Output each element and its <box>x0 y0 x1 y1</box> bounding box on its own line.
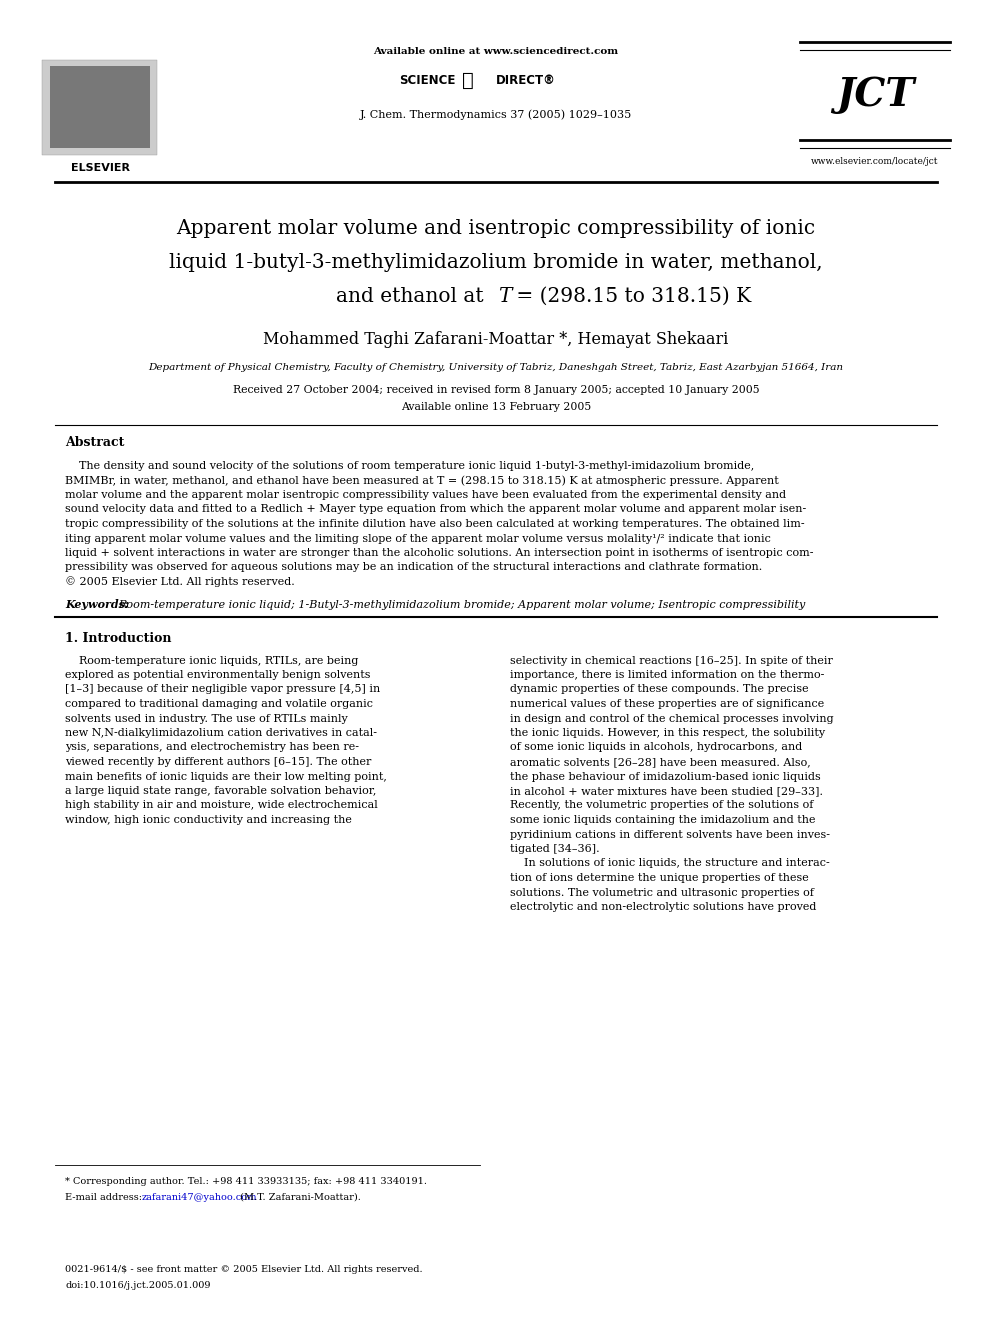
Text: high stability in air and moisture, wide electrochemical: high stability in air and moisture, wide… <box>65 800 378 811</box>
Text: dynamic properties of these compounds. The precise: dynamic properties of these compounds. T… <box>510 684 808 695</box>
Text: molar volume and the apparent molar isentropic compressibility values have been : molar volume and the apparent molar isen… <box>65 490 786 500</box>
Text: solutions. The volumetric and ultrasonic properties of: solutions. The volumetric and ultrasonic… <box>510 888 813 897</box>
Text: viewed recently by different authors [6–15]. The other: viewed recently by different authors [6–… <box>65 757 371 767</box>
Text: Apparent molar volume and isentropic compressibility of ionic: Apparent molar volume and isentropic com… <box>177 218 815 238</box>
Text: Received 27 October 2004; received in revised form 8 January 2005; accepted 10 J: Received 27 October 2004; received in re… <box>233 385 759 396</box>
Text: Room-temperature ionic liquids, RTILs, are being: Room-temperature ionic liquids, RTILs, a… <box>65 655 358 665</box>
Text: Keywords:: Keywords: <box>65 599 129 610</box>
Text: of some ionic liquids in alcohols, hydrocarbons, and: of some ionic liquids in alcohols, hydro… <box>510 742 803 753</box>
Text: In solutions of ionic liquids, the structure and interac-: In solutions of ionic liquids, the struc… <box>510 859 829 868</box>
Text: Abstract: Abstract <box>65 437 124 450</box>
Text: Available online 13 February 2005: Available online 13 February 2005 <box>401 402 591 411</box>
Text: Recently, the volumetric properties of the solutions of: Recently, the volumetric properties of t… <box>510 800 813 811</box>
Text: pressibility was observed for aqueous solutions may be an indication of the stru: pressibility was observed for aqueous so… <box>65 562 762 573</box>
Text: and ethanol at: and ethanol at <box>335 287 496 306</box>
Text: Available online at www.sciencedirect.com: Available online at www.sciencedirect.co… <box>373 48 619 57</box>
Text: Room-temperature ionic liquid; 1-Butyl-3-methylimidazolium bromide; Apparent mol: Room-temperature ionic liquid; 1-Butyl-3… <box>118 599 806 610</box>
Text: window, high ionic conductivity and increasing the: window, high ionic conductivity and incr… <box>65 815 352 826</box>
Text: solvents used in industry. The use of RTILs mainly: solvents used in industry. The use of RT… <box>65 713 348 724</box>
Text: tropic compressibility of the solutions at the infinite dilution have also been : tropic compressibility of the solutions … <box>65 519 805 529</box>
Text: iting apparent molar volume values and the limiting slope of the apparent molar : iting apparent molar volume values and t… <box>65 533 771 544</box>
Text: the ionic liquids. However, in this respect, the solubility: the ionic liquids. However, in this resp… <box>510 728 825 738</box>
Text: some ionic liquids containing the imidazolium and the: some ionic liquids containing the imidaz… <box>510 815 815 826</box>
Text: ⓐ: ⓐ <box>462 70 474 90</box>
Text: [1–3] because of their negligible vapor pressure [4,5] in: [1–3] because of their negligible vapor … <box>65 684 380 695</box>
Text: DIRECT®: DIRECT® <box>496 74 556 86</box>
Text: tigated [34–36].: tigated [34–36]. <box>510 844 599 855</box>
Text: importance, there is limited information on the thermo-: importance, there is limited information… <box>510 669 824 680</box>
Text: BMIMBr, in water, methanol, and ethanol have been measured at T = (298.15 to 318: BMIMBr, in water, methanol, and ethanol … <box>65 475 779 486</box>
Text: E-mail address:: E-mail address: <box>65 1192 145 1201</box>
Text: ysis, separations, and electrochemistry has been re-: ysis, separations, and electrochemistry … <box>65 742 359 753</box>
Text: selectivity in chemical reactions [16–25]. In spite of their: selectivity in chemical reactions [16–25… <box>510 655 833 665</box>
Text: SCIENCE: SCIENCE <box>400 74 456 86</box>
Text: 1. Introduction: 1. Introduction <box>65 632 172 646</box>
Bar <box>42 60 157 155</box>
Text: Department of Physical Chemistry, Faculty of Chemistry, University of Tabriz, Da: Department of Physical Chemistry, Facult… <box>149 364 843 373</box>
Text: = (298.15 to 318.15) K: = (298.15 to 318.15) K <box>510 287 751 306</box>
Text: www.elsevier.com/locate/jct: www.elsevier.com/locate/jct <box>811 157 938 167</box>
Text: zafarani47@yahoo.com: zafarani47@yahoo.com <box>142 1192 258 1201</box>
Text: ELSEVIER: ELSEVIER <box>70 163 130 173</box>
Text: in alcohol + water mixtures have been studied [29–33].: in alcohol + water mixtures have been st… <box>510 786 823 796</box>
Text: The density and sound velocity of the solutions of room temperature ionic liquid: The density and sound velocity of the so… <box>65 460 754 471</box>
Text: in design and control of the chemical processes involving: in design and control of the chemical pr… <box>510 713 833 724</box>
Text: electrolytic and non-electrolytic solutions have proved: electrolytic and non-electrolytic soluti… <box>510 902 816 912</box>
Bar <box>50 66 150 148</box>
Text: aromatic solvents [26–28] have been measured. Also,: aromatic solvents [26–28] have been meas… <box>510 757 810 767</box>
Text: © 2005 Elsevier Ltd. All rights reserved.: © 2005 Elsevier Ltd. All rights reserved… <box>65 577 295 587</box>
Text: JCT: JCT <box>836 75 914 114</box>
Text: main benefits of ionic liquids are their low melting point,: main benefits of ionic liquids are their… <box>65 771 387 782</box>
Text: pyridinium cations in different solvents have been inves-: pyridinium cations in different solvents… <box>510 830 830 840</box>
Text: liquid + solvent interactions in water are stronger than the alcoholic solutions: liquid + solvent interactions in water a… <box>65 548 813 558</box>
Text: J. Chem. Thermodynamics 37 (2005) 1029–1035: J. Chem. Thermodynamics 37 (2005) 1029–1… <box>360 110 632 120</box>
Text: numerical values of these properties are of significance: numerical values of these properties are… <box>510 699 824 709</box>
Text: doi:10.1016/j.jct.2005.01.009: doi:10.1016/j.jct.2005.01.009 <box>65 1282 210 1290</box>
Text: new N,N-dialkylimidazolium cation derivatives in catal-: new N,N-dialkylimidazolium cation deriva… <box>65 728 377 738</box>
Text: * Corresponding author. Tel.: +98 411 33933135; fax: +98 411 3340191.: * Corresponding author. Tel.: +98 411 33… <box>65 1177 427 1187</box>
Text: Mohammed Taghi Zafarani-Moattar *, Hemayat Shekaari: Mohammed Taghi Zafarani-Moattar *, Hemay… <box>263 332 729 348</box>
Text: sound velocity data and fitted to a Redlich + Mayer type equation from which the: sound velocity data and fitted to a Redl… <box>65 504 806 515</box>
Text: explored as potential environmentally benign solvents: explored as potential environmentally be… <box>65 669 370 680</box>
Text: a large liquid state range, favorable solvation behavior,: a large liquid state range, favorable so… <box>65 786 376 796</box>
Text: liquid 1-butyl-3-methylimidazolium bromide in water, methanol,: liquid 1-butyl-3-methylimidazolium bromi… <box>170 253 822 271</box>
Text: (M.T. Zafarani-Moattar).: (M.T. Zafarani-Moattar). <box>237 1192 361 1201</box>
Text: T: T <box>498 287 511 306</box>
Text: tion of ions determine the unique properties of these: tion of ions determine the unique proper… <box>510 873 808 882</box>
Text: the phase behaviour of imidazolium-based ionic liquids: the phase behaviour of imidazolium-based… <box>510 771 820 782</box>
Text: compared to traditional damaging and volatile organic: compared to traditional damaging and vol… <box>65 699 373 709</box>
Text: 0021-9614/$ - see front matter © 2005 Elsevier Ltd. All rights reserved.: 0021-9614/$ - see front matter © 2005 El… <box>65 1266 423 1274</box>
